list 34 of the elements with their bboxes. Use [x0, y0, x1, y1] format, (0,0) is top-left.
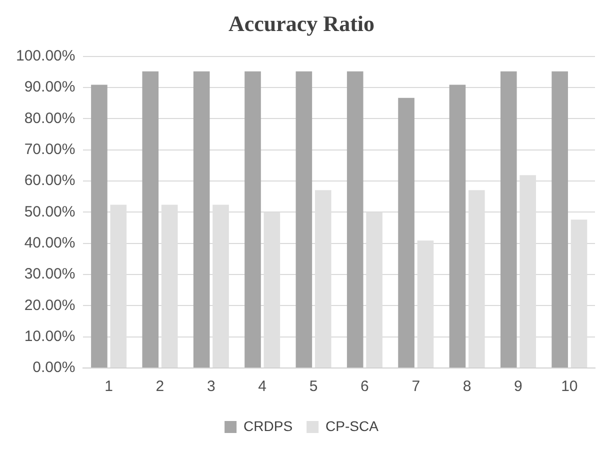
- x-tick-label: 2: [156, 378, 164, 396]
- y-tick-label: 30.00%: [24, 266, 76, 283]
- bar: [449, 84, 466, 368]
- y-tick-label: 100.00%: [16, 48, 76, 65]
- bar: [142, 71, 159, 368]
- y-tick-label: 60.00%: [24, 172, 76, 190]
- x-tick-label: 3: [206, 378, 216, 396]
- legend-label: CRDPS: [244, 418, 293, 434]
- bar: [296, 71, 312, 368]
- y-tick-label: 0.00%: [32, 359, 76, 376]
- bar: [193, 71, 210, 368]
- bar: [91, 84, 108, 368]
- y-tick-label: 40.00%: [24, 234, 76, 252]
- y-tick-label: 80.00%: [24, 110, 76, 127]
- bar: [500, 71, 517, 368]
- bar: [346, 71, 364, 368]
- x-tick-label: 5: [309, 378, 318, 396]
- y-tick-label: 50.00%: [24, 203, 76, 220]
- y-tick-label: 70.00%: [24, 141, 76, 158]
- y-tick-label: 90.00%: [24, 78, 76, 96]
- x-tick-label: 7: [412, 378, 420, 396]
- y-tick-label: 20.00%: [24, 296, 76, 314]
- x-tick-label: 8: [462, 378, 472, 396]
- bar: [244, 71, 261, 368]
- x-tick-label: 9: [514, 378, 522, 396]
- bar: [398, 98, 414, 368]
- x-tick-label: 6: [360, 378, 369, 396]
- bar: [552, 71, 568, 368]
- x-tick-label: 4: [258, 378, 267, 396]
- legend-label: CP-SCA: [326, 418, 380, 434]
- chart-title: Accuracy Ratio: [228, 10, 375, 36]
- x-tick-label: 1: [104, 378, 113, 396]
- y-tick-label: 10.00%: [24, 328, 76, 345]
- x-tick-label: 10: [561, 378, 578, 396]
